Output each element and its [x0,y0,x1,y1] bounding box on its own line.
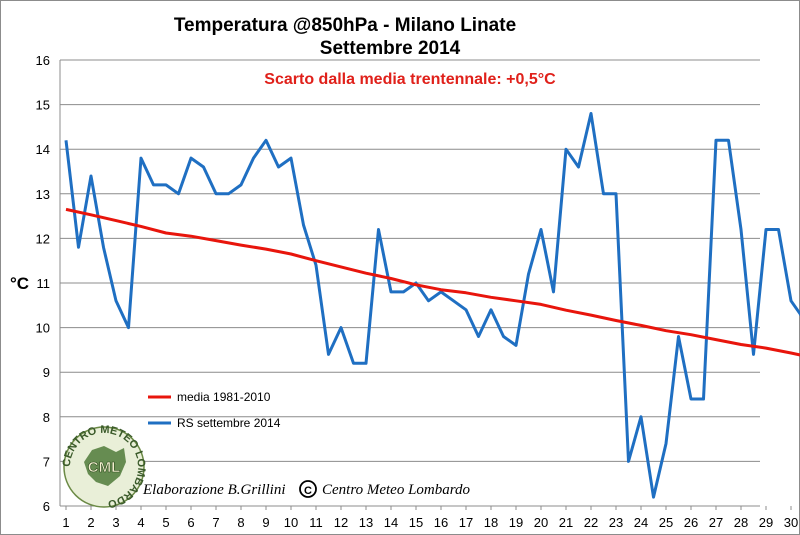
y-tick-label: 11 [37,276,51,291]
x-tick-label: 24 [634,515,648,530]
y-axis-label: °C [10,274,29,293]
x-tick-label: 15 [409,515,423,530]
y-tick-label: 14 [36,142,50,157]
x-tick-labels: 1 2 3 4 5 6 7 8 9 10 11 12 13 14 15 16 17 18 19 20 21 22 23 24 2… [62,506,798,530]
x-tick-label: 6 [187,515,194,530]
chart-title-line2: Settembre 2014 [320,38,461,59]
x-tick-label: 5 [162,515,169,530]
x-tick-label: 25 [659,515,673,530]
x-tick-label: 20 [534,515,548,530]
y-tick-label: 13 [36,187,50,202]
x-tick-label: 11 [309,515,323,530]
credit-text: Elaborazione B.Grillini [142,482,286,498]
series-line-rs [64,112,800,499]
credit-org: Centro Meteo Lombardo [322,482,471,498]
y-tick-label: 10 [36,321,50,336]
x-tick-label: 10 [284,515,298,530]
logo-center-text: CML [88,459,121,476]
x-tick-label: 1 [62,515,69,530]
x-tick-label: 17 [459,515,473,530]
x-tick-label: 2 [87,515,94,530]
x-tick-label: 16 [434,515,448,530]
y-tick-label: 9 [43,365,50,380]
x-tick-label: 3 [112,515,119,530]
x-tick-label: 7 [212,515,219,530]
legend-label-media: media 1981-2010 [177,390,271,404]
cml-logo: CENTRO METEO LOMBARDO CML [61,424,147,510]
chart-title: Temperatura @850hPa - Milano Linate [174,15,516,36]
x-tick-label: 21 [559,515,573,530]
x-tick-label: 12 [334,515,348,530]
y-tick-label: 15 [36,98,50,113]
x-tick-label: 8 [237,515,244,530]
copyright-icon: C [299,480,317,498]
x-tick-label: 23 [609,515,623,530]
x-tick-label: 26 [684,515,698,530]
x-tick-label: 4 [137,515,144,530]
x-tick-label: 19 [509,515,523,530]
series-line-media [65,207,800,357]
x-tick-label: 30 [784,515,798,530]
x-tick-label: 27 [709,515,723,530]
y-tick-labels: 6 7 8 9 10 11 12 13 14 15 16 [36,53,50,514]
y-tick-label: 8 [43,410,50,425]
svg-text:C: C [304,485,312,497]
x-tick-label: 29 [759,515,773,530]
legend-label-rs: RS settembre 2014 [177,416,281,430]
y-tick-label: 12 [36,231,50,246]
y-tick-label: 7 [43,454,50,469]
x-tick-label: 22 [584,515,598,530]
y-tick-label: 16 [36,53,50,68]
logo-region-shape [84,446,126,486]
x-tick-label: 18 [484,515,498,530]
legend: media 1981-2010 RS settembre 2014 [148,390,281,430]
x-tick-label: 28 [734,515,748,530]
x-tick-label: 13 [359,515,373,530]
x-tick-label: 14 [384,515,398,530]
anomaly-annotation: Scarto dalla media trentennale: +0,5°C [264,71,556,88]
series-lines [64,112,800,499]
x-tick-label: 9 [262,515,269,530]
y-tick-label: 6 [43,499,50,514]
